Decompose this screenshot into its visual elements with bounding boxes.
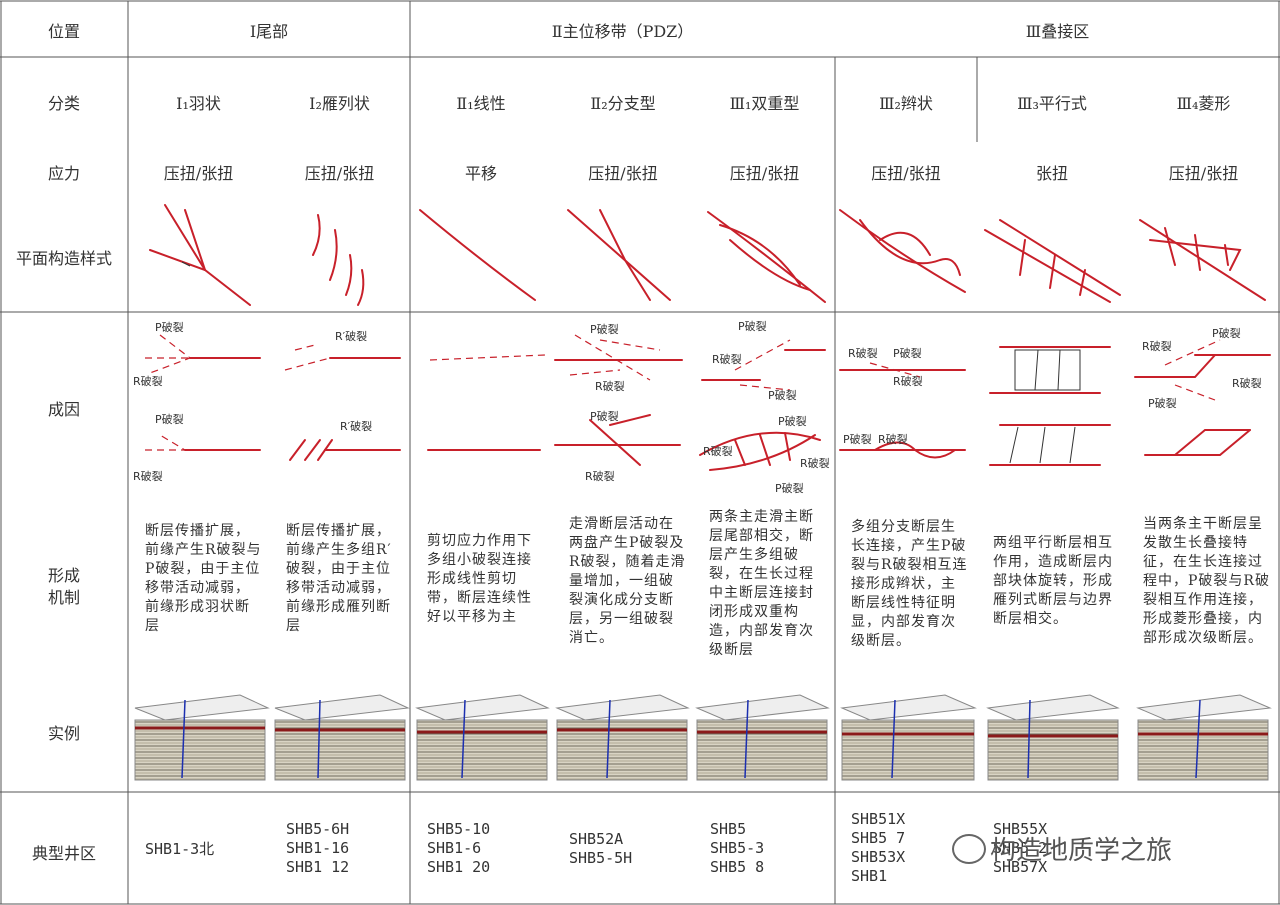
wells-braided: SHB51X SHB5 7 SHB53X SHB1 [851,810,906,885]
genesis-parallel-sketch [989,346,1111,466]
header-position-label: 位置 [47,22,80,41]
class-label-rhombic: Ⅲ₄菱形 [1176,94,1231,113]
label-r-fracture-3: R破裂 [595,379,625,393]
genesis-sketches: P破裂 R破裂 P破裂 R破裂 R′破裂 R′破裂 P破裂 R破裂 P破裂 R破… [133,319,1271,495]
label-p-fracture: P破裂 [155,320,184,334]
label-p-fracture-9: P破裂 [893,346,922,360]
header-zone-tail: Ⅰ尾部 [249,22,289,41]
row-label-classification: 分类 [47,94,80,113]
label-r-fracture-4: R破裂 [585,469,615,483]
label-p-fracture-11: P破裂 [1212,326,1241,340]
plan-duplex-sketch [707,211,826,303]
mechanism-en-echelon: 断层传播扩展，前缘产生多组R′破裂，由于主位移带活动减弱，前缘形成雁列断层 [286,523,392,634]
label-r-fracture-7: R破裂 [800,456,830,470]
plan-rhombic-sketch [1139,219,1266,301]
row-label-plan-style: 平面构造样式 [15,249,112,268]
genesis-duplex-sketch: P破裂 R破裂 P破裂 P破裂 R破裂 R破裂 P破裂 [699,319,830,495]
wells-branching: SHB52A SHB5-5H [569,830,633,867]
header-zone-overlap: Ⅲ叠接区 [1025,22,1090,41]
label-p-fracture-12: P破裂 [1148,396,1177,410]
stress-linear: 平移 [464,164,497,183]
genesis-braided-sketch: R破裂 P破裂 R破裂 P破裂 R破裂 [839,346,966,459]
seismic-block-8 [1136,694,1272,781]
plan-parallel-sketch [984,219,1121,303]
class-label-en-echelon: Ⅰ₂雁列状 [309,94,370,113]
class-label-duplex: Ⅲ₁双重型 [729,94,800,113]
stress-parallel: 张扭 [1035,164,1068,183]
class-label-parallel: Ⅲ₃平行式 [1017,94,1087,113]
genesis-en-echelon-sketch: R′破裂 R′破裂 [284,329,401,461]
stress-braided: 压扭/张扭 [871,164,941,183]
plan-style-sketches [149,204,1266,306]
wells-pinnate: SHB1-3北 [145,840,215,858]
genesis-linear-sketch [427,354,546,451]
watermark: 构造地质学之旅 [990,836,1173,866]
stress-rhombic: 压扭/张扭 [1168,164,1239,183]
stress-duplex: 压扭/张扭 [729,164,800,183]
row-label-typical-wells: 典型井区 [31,844,96,863]
wells-en-echelon: SHB5-6H SHB1-16 SHB1 12 [286,820,350,876]
genesis-pinnate-sketch: P破裂 R破裂 P破裂 R破裂 [133,320,261,483]
class-label-braided: Ⅲ₂辫状 [879,94,933,113]
row-label-mechanism: 形成机制 [47,566,80,607]
label-p-fracture-8: P破裂 [775,481,804,495]
mechanism-rhombic: 当两条主干断层呈发散生长叠接特征，在生长连接过程中，P破裂与R破裂相互作用连接，… [1143,516,1270,646]
mechanism-branching: 走滑断层活动在两盘产生P破裂及R破裂，随着走滑量增加，一组破裂演化成分支断层，另… [569,516,686,646]
wells-duplex: SHB5 SHB5-3 SHB5 8 [710,820,765,876]
seismic-block-4 [555,694,690,781]
label-r-fracture-10: R破裂 [878,432,908,446]
wechat-icon [952,834,986,864]
header-zone-pdz: Ⅱ主位移带（PDZ） [551,22,694,41]
mechanism-pinnate: 断层传播扩展，前缘产生R破裂与P破裂，由于主位移带活动减弱，前缘形成羽状断层 [145,523,262,634]
mechanism-braided: 多组分支断层生长连接，产生P破裂与R破裂相互连接形成辫状，主断层线性特征明显，内… [851,519,968,649]
stress-branching: 压扭/张扭 [588,164,658,183]
class-label-linear: Ⅱ₁线性 [456,94,506,113]
label-p-fracture-5: P破裂 [738,319,767,333]
plan-branching-sketch [567,209,671,301]
seismic-block-7 [986,694,1120,781]
label-r-fracture: R破裂 [133,374,163,388]
genesis-rhombic-sketch: P破裂 R破裂 R破裂 P破裂 [1134,326,1271,456]
label-r-prime-fracture: R′破裂 [335,329,367,343]
stress-pinnate: 压扭/张扭 [163,164,234,183]
label-p-fracture-6: P破裂 [768,388,797,402]
label-r-fracture-12: R破裂 [1232,376,1262,390]
wells-linear: SHB5-10 SHB1-6 SHB1 20 [427,820,491,876]
mechanism-linear: 剪切应力作用下多组小破裂连接形成线性剪切带，断层连续性好以平移为主 [427,533,532,625]
label-r-fracture-2: R破裂 [133,469,163,483]
label-r-fracture-11: R破裂 [1142,339,1172,353]
mechanism-parallel: 两组平行断层相互作用，造成断层内部块体旋转，形成雁列式断层与边界断层相交。 [993,535,1113,627]
seismic-block-6 [840,694,977,781]
label-p-fracture-10: P破裂 [843,432,872,446]
seismic-block-3 [415,694,550,781]
label-r-fracture-9: R破裂 [893,374,923,388]
mechanism-duplex: 两条主走滑主断层尾部相交，断层产生多组破裂，在生长过程中主断层连接封闭形成双重构… [709,509,814,658]
row-label-genesis: 成因 [47,400,80,419]
plan-braided-sketch [839,209,966,293]
seismic-block-5 [695,694,830,781]
plan-en-echelon-sketch [312,214,365,306]
seismic-examples [134,694,1272,781]
row-label-example: 实例 [47,724,80,743]
wells-parallel: SHB55X SHB5 2 SHB57X [993,820,1048,876]
class-label-branching: Ⅱ₂分支型 [590,94,656,113]
label-r-fracture-8: R破裂 [848,346,878,360]
plan-linear-sketch [419,209,536,301]
seismic-block-1 [134,694,270,781]
label-r-prime-fracture-2: R′破裂 [340,419,372,433]
label-p-fracture-7: P破裂 [778,414,807,428]
label-r-fracture-5: R破裂 [712,352,742,366]
stress-en-echelon: 压扭/张扭 [304,164,375,183]
seismic-block-2 [274,694,410,781]
genesis-branching-sketch: P破裂 R破裂 P破裂 R破裂 [554,322,683,483]
label-r-fracture-6: R破裂 [703,444,733,458]
label-p-fracture-3: P破裂 [590,322,619,336]
label-p-fracture-2: P破裂 [155,412,184,426]
label-p-fracture-4: P破裂 [590,409,619,423]
row-label-stress: 应力 [47,164,80,183]
plan-pinnate-sketch [149,204,251,306]
class-label-pinnate: Ⅰ₁羽状 [176,94,221,113]
